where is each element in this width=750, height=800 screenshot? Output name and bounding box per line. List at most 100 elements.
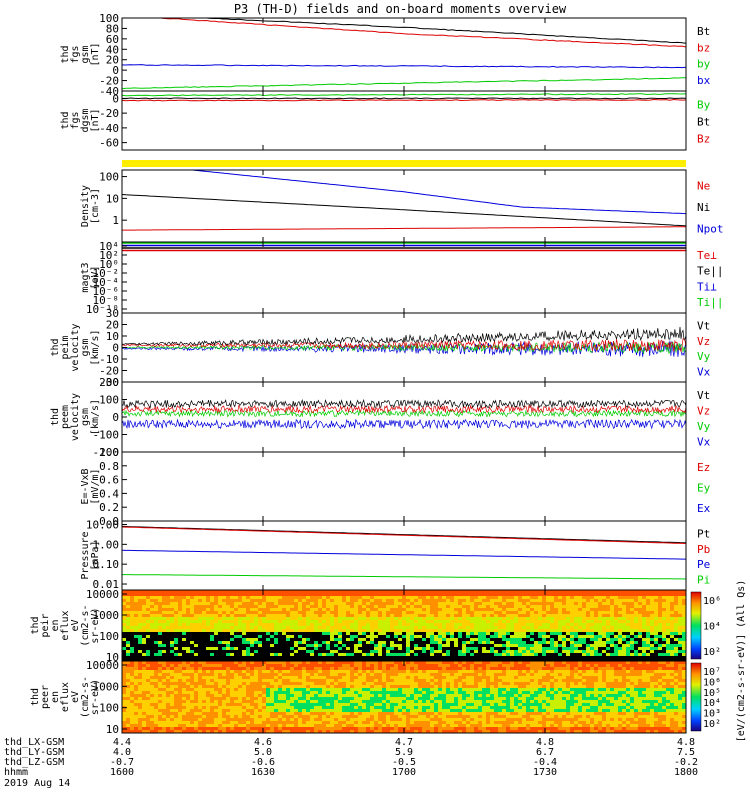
spectrogram-cell (434, 593, 438, 596)
spectrogram-cell (430, 593, 434, 596)
spectrogram-cell (346, 635, 350, 638)
spectrogram-cell (418, 644, 422, 647)
spectrogram-cell (682, 620, 686, 623)
spectrogram-cell (282, 650, 286, 653)
spectrogram-cell (138, 623, 142, 626)
spectrogram-cell (206, 623, 210, 626)
spectrogram-cell (158, 617, 162, 620)
spectrogram-cell (294, 694, 298, 697)
spectrogram-cell (502, 635, 506, 638)
spectrogram-cell (550, 599, 554, 602)
spectrogram-cell (138, 694, 142, 697)
spectrogram-cell (166, 644, 170, 647)
spectrogram-cell (286, 656, 290, 659)
spectrogram-cell (274, 682, 278, 685)
spectrogram-cell (494, 605, 498, 608)
spectrogram-cell (442, 650, 446, 653)
spectrogram-cell (398, 659, 402, 661)
spectrogram-cell (626, 632, 630, 635)
spectrogram-cell (298, 608, 302, 611)
spectrogram-cell (434, 620, 438, 623)
spectrogram-cell (306, 629, 310, 632)
spectrogram-cell (182, 656, 186, 659)
spectrogram-cell (370, 620, 374, 623)
spectrogram-cell (386, 614, 390, 617)
spectrogram-cell (190, 629, 194, 632)
spectrogram-cell (514, 629, 518, 632)
spectrogram-cell (262, 632, 266, 635)
spectrogram-cell (238, 703, 242, 706)
spectrogram-cell (138, 653, 142, 656)
spectrogram-cell (310, 593, 314, 596)
spectrogram-cell (226, 653, 230, 656)
spectrogram-cell (186, 670, 190, 673)
velocity-trace (122, 404, 686, 414)
spectrogram-cell (314, 599, 318, 602)
spectrogram-cell (318, 724, 322, 727)
spectrogram-cell (530, 653, 534, 656)
spectrogram-cell (234, 629, 238, 632)
spectrogram-cell (206, 700, 210, 703)
spectrogram-cell (614, 632, 618, 635)
spectrogram-cell (246, 682, 250, 685)
spectrogram-cell (366, 614, 370, 617)
spectrogram-cell (462, 626, 466, 629)
spectrogram-cell (666, 620, 670, 623)
spectrogram-cell (126, 691, 130, 694)
spectrogram-cell (410, 590, 414, 593)
spectrogram-cell (474, 593, 478, 596)
spectrogram-cell (206, 617, 210, 620)
spectrogram-cell (534, 605, 538, 608)
spectrogram-cell (258, 709, 262, 712)
spectrogram-cell (374, 629, 378, 632)
spectrogram-cell (298, 721, 302, 724)
spectrogram-cell (242, 679, 246, 682)
spectrogram-cell (186, 673, 190, 676)
spectrogram-cell (146, 641, 150, 644)
spectrogram-cell (138, 635, 142, 638)
spectrogram-cell (246, 593, 250, 596)
spectrogram-cell (362, 647, 366, 650)
spectrogram-cell (558, 611, 562, 614)
spectrogram-cell (210, 673, 214, 676)
spectrogram-cell (546, 644, 550, 647)
spectrogram-cell (434, 635, 438, 638)
spectrogram-cell (602, 644, 606, 647)
spectrogram-cell (410, 626, 414, 629)
spectrogram-cell (182, 635, 186, 638)
spectrogram-cell (490, 647, 494, 650)
spectrogram-cell (566, 635, 570, 638)
spectrogram-cell (190, 632, 194, 635)
spectrogram-cell (266, 647, 270, 650)
spectrogram-cell (418, 653, 422, 656)
spectrogram-cell (254, 682, 258, 685)
spectrogram-cell (562, 596, 566, 599)
spectrogram-cell (238, 653, 242, 656)
spectrogram-cell (614, 644, 618, 647)
spectrogram-cell (426, 635, 430, 638)
spectrogram-cell (122, 730, 126, 733)
spectrogram-cell (242, 599, 246, 602)
spectrogram-cell (278, 730, 282, 733)
spectrogram-cell (266, 620, 270, 623)
spectrogram-cell (314, 706, 318, 709)
spectrogram-cell (126, 647, 130, 650)
spectrogram-cell (658, 650, 662, 653)
spectrogram-cell (426, 632, 430, 635)
spectrogram-cell (410, 632, 414, 635)
spectrogram-cell (666, 623, 670, 626)
spectrogram-cell (162, 650, 166, 653)
spectrogram-cell (282, 596, 286, 599)
spectrogram-cell (278, 694, 282, 697)
spectrogram-cell (486, 653, 490, 656)
spectrogram-cell (194, 590, 198, 593)
spectrogram-cell (358, 635, 362, 638)
spectrogram-cell (262, 653, 266, 656)
spectrogram-cell (138, 703, 142, 706)
spectrogram-cell (338, 602, 342, 605)
panel-frame (121, 381, 687, 453)
spectrogram-cell (202, 718, 206, 721)
spectrogram-cell (170, 617, 174, 620)
spectrogram-cell (494, 635, 498, 638)
series-by-line (122, 77, 686, 90)
